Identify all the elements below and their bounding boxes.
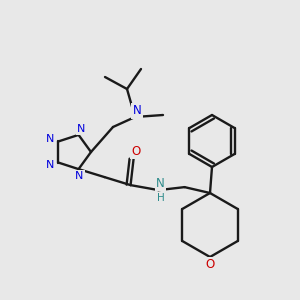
Text: O: O bbox=[206, 259, 214, 272]
Text: O: O bbox=[131, 145, 140, 158]
Text: N: N bbox=[46, 134, 55, 144]
Text: N: N bbox=[156, 177, 165, 190]
Text: N: N bbox=[46, 160, 55, 170]
Text: N: N bbox=[133, 104, 141, 118]
Text: N: N bbox=[77, 124, 86, 134]
Text: H: H bbox=[157, 193, 164, 203]
Text: N: N bbox=[75, 171, 84, 181]
